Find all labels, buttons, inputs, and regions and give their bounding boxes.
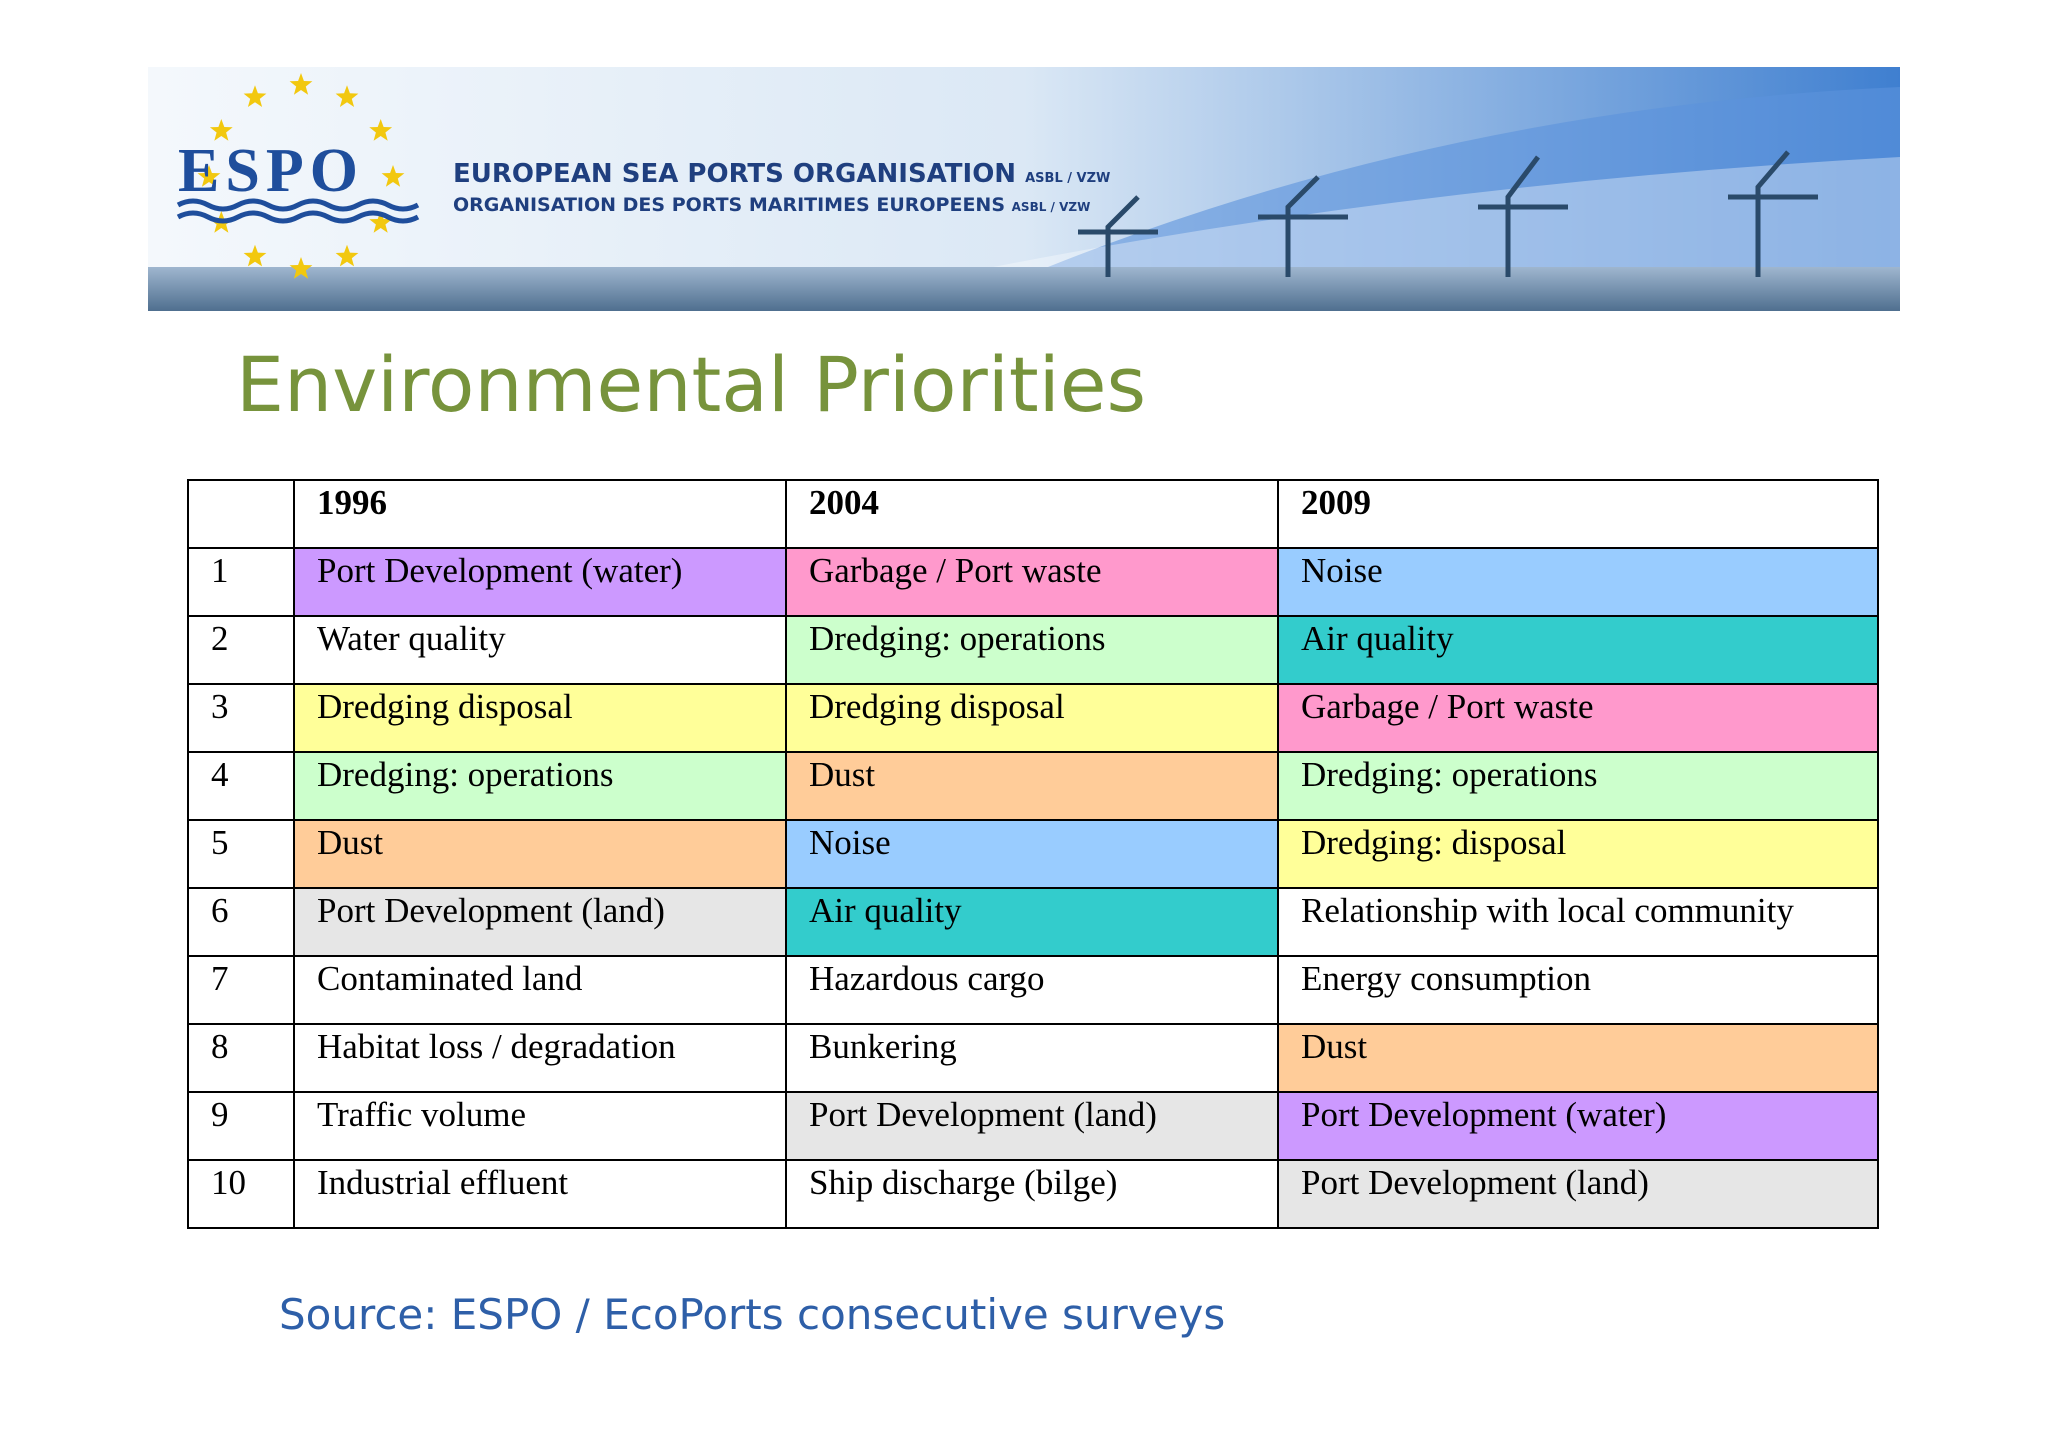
star	[381, 165, 405, 187]
priority-cell: Port Development (land)	[293, 887, 787, 957]
priority-cell: Port Development (land)	[785, 1091, 1279, 1161]
rank-cell: 5	[187, 819, 295, 889]
priority-cell: Habitat loss / degradation	[293, 1023, 787, 1093]
table-row: 4 Dredging: operations Dust Dredging: opera…	[187, 751, 1879, 821]
priority-cell: Port Development (land)	[1277, 1159, 1879, 1229]
star	[289, 257, 313, 279]
eu-stars	[197, 73, 405, 279]
rank-cell: 6	[187, 887, 295, 957]
priority-cell: Dredging disposal	[785, 683, 1279, 753]
rank-cell: 1	[187, 547, 295, 617]
priority-cell: Dredging: operations	[1277, 751, 1879, 821]
star	[197, 165, 221, 187]
table-row: 5 Dust Noise Dredging: disposal	[187, 819, 1879, 889]
priority-cell: Port Development (water)	[293, 547, 787, 617]
banner: ESPO EUROPEAN SEA PORTS ORGANISATION ASB…	[148, 67, 1900, 311]
table-row: 8 Habitat loss / degradation Bunkering Dust	[187, 1023, 1879, 1093]
priority-cell: Air quality	[1277, 615, 1879, 685]
priority-cell: Dust	[1277, 1023, 1879, 1093]
org-name: ORGANISATION DES PORTS MARITIMES EUROPEE…	[453, 194, 1090, 216]
priority-cell: Air quality	[785, 887, 1279, 957]
table-row: 2 Water quality Dredging: operations Air qu…	[187, 615, 1879, 685]
priority-cell: Relationship with local community	[1277, 887, 1879, 957]
priority-cell: Ship discharge (bilge)	[785, 1159, 1279, 1229]
rank-cell: 4	[187, 751, 295, 821]
priority-cell: Port Development (water)	[1277, 1091, 1879, 1161]
star	[289, 73, 313, 95]
star	[369, 211, 393, 233]
legal-form: ASBL / VZW	[1012, 200, 1091, 214]
star	[209, 119, 233, 141]
priority-cell: Contaminated land	[293, 955, 787, 1025]
priority-cell: Traffic volume	[293, 1091, 787, 1161]
priority-cell: Noise	[1277, 547, 1879, 617]
org-name-en: EUROPEAN SEA PORTS ORGANISATION	[453, 159, 1016, 189]
priority-cell: Bunkering	[785, 1023, 1279, 1093]
column-header: 2009	[1277, 479, 1879, 549]
table-row: 9 Traffic volume Port Development (land) Po…	[187, 1091, 1879, 1161]
source-note: Source: ESPO / EcoPorts consecutive surv…	[279, 1290, 1226, 1339]
column-header	[187, 479, 295, 549]
priority-cell: Dredging: operations	[785, 615, 1279, 685]
rank-cell: 10	[187, 1159, 295, 1229]
star	[335, 244, 359, 267]
column-header: 2004	[785, 479, 1279, 549]
priority-cell: Dredging disposal	[293, 683, 787, 753]
table-row: 7 Contaminated land Hazardous cargo Energy …	[187, 955, 1879, 1025]
star	[369, 119, 393, 141]
rank-cell: 7	[187, 955, 295, 1025]
rank-cell: 9	[187, 1091, 295, 1161]
priorities-table: 1996 2004 2009 1 Port Development (water) Gar…	[187, 479, 1879, 1229]
priority-cell: Dust	[293, 819, 787, 889]
slide-title: Environmental Priorities	[236, 340, 1147, 429]
header-row: 1996 2004 2009	[187, 479, 1879, 549]
priority-cell: Energy consumption	[1277, 955, 1879, 1025]
priority-cell: Dust	[785, 751, 1279, 821]
star	[335, 85, 359, 107]
table-row: 3 Dredging disposal Dredging disposal Garba…	[187, 683, 1879, 753]
logo: ESPO	[178, 137, 364, 205]
priority-cell: Garbage / Port waste	[785, 547, 1279, 617]
priority-cell: Garbage / Port waste	[1277, 683, 1879, 753]
column-header: 1996	[293, 479, 787, 549]
table-row: 10 Industrial effluent Ship discharge (bil…	[187, 1159, 1879, 1229]
org-name-fr: ORGANISATION DES PORTS MARITIMES EUROPEE…	[453, 194, 1005, 216]
priority-cell: Dredging: disposal	[1277, 819, 1879, 889]
priority-cell: Noise	[785, 819, 1279, 889]
priority-cell: Water quality	[293, 615, 787, 685]
legal-form: ASBL / VZW	[1025, 171, 1110, 186]
table-row: 1 Port Development (water) Garbage / Port …	[187, 547, 1879, 617]
star	[243, 244, 267, 267]
priority-cell: Industrial effluent	[293, 1159, 787, 1229]
table-row: 6 Port Development (land) Air quality Relat…	[187, 887, 1879, 957]
org-name: EUROPEAN SEA PORTS ORGANISATION ASBL / V…	[453, 159, 1110, 189]
rank-cell: 3	[187, 683, 295, 753]
rank-cell: 8	[187, 1023, 295, 1093]
rank-cell: 2	[187, 615, 295, 685]
star	[243, 85, 267, 107]
priority-cell: Hazardous cargo	[785, 955, 1279, 1025]
priority-cell: Dredging: operations	[293, 751, 787, 821]
